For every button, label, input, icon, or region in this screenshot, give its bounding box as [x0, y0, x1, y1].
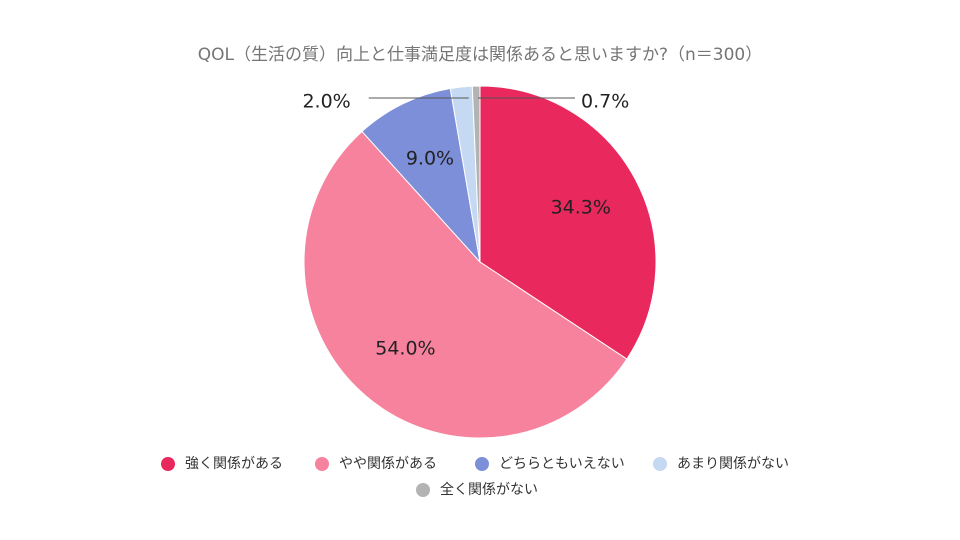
legend-swatch: [161, 457, 175, 471]
pie-slice: [303, 130, 628, 439]
data-label: 2.0%: [302, 91, 350, 113]
legend-swatch: [475, 457, 489, 471]
legend-swatch: [416, 483, 430, 497]
data-label: 9.0%: [406, 148, 454, 170]
pie-slice: [361, 87, 481, 264]
pie-slice: [471, 85, 481, 263]
legend-label: 全く関係がない: [440, 481, 538, 498]
data-label: 54.0%: [375, 337, 435, 359]
legend-label: あまり関係がない: [677, 456, 789, 472]
data-label: 34.3%: [551, 196, 611, 218]
legend-label: どちらともいえない: [499, 456, 625, 472]
data-label: 0.7%: [581, 91, 629, 113]
legend-swatch: [653, 457, 667, 471]
chart-title: QOL（生活の質）向上と仕事満足度は関係あると思いますか?（n＝300）: [198, 45, 762, 65]
legend-swatch: [315, 457, 329, 471]
legend-label: 強く関係がある: [185, 456, 283, 472]
legend-label: やや関係がある: [339, 456, 437, 472]
